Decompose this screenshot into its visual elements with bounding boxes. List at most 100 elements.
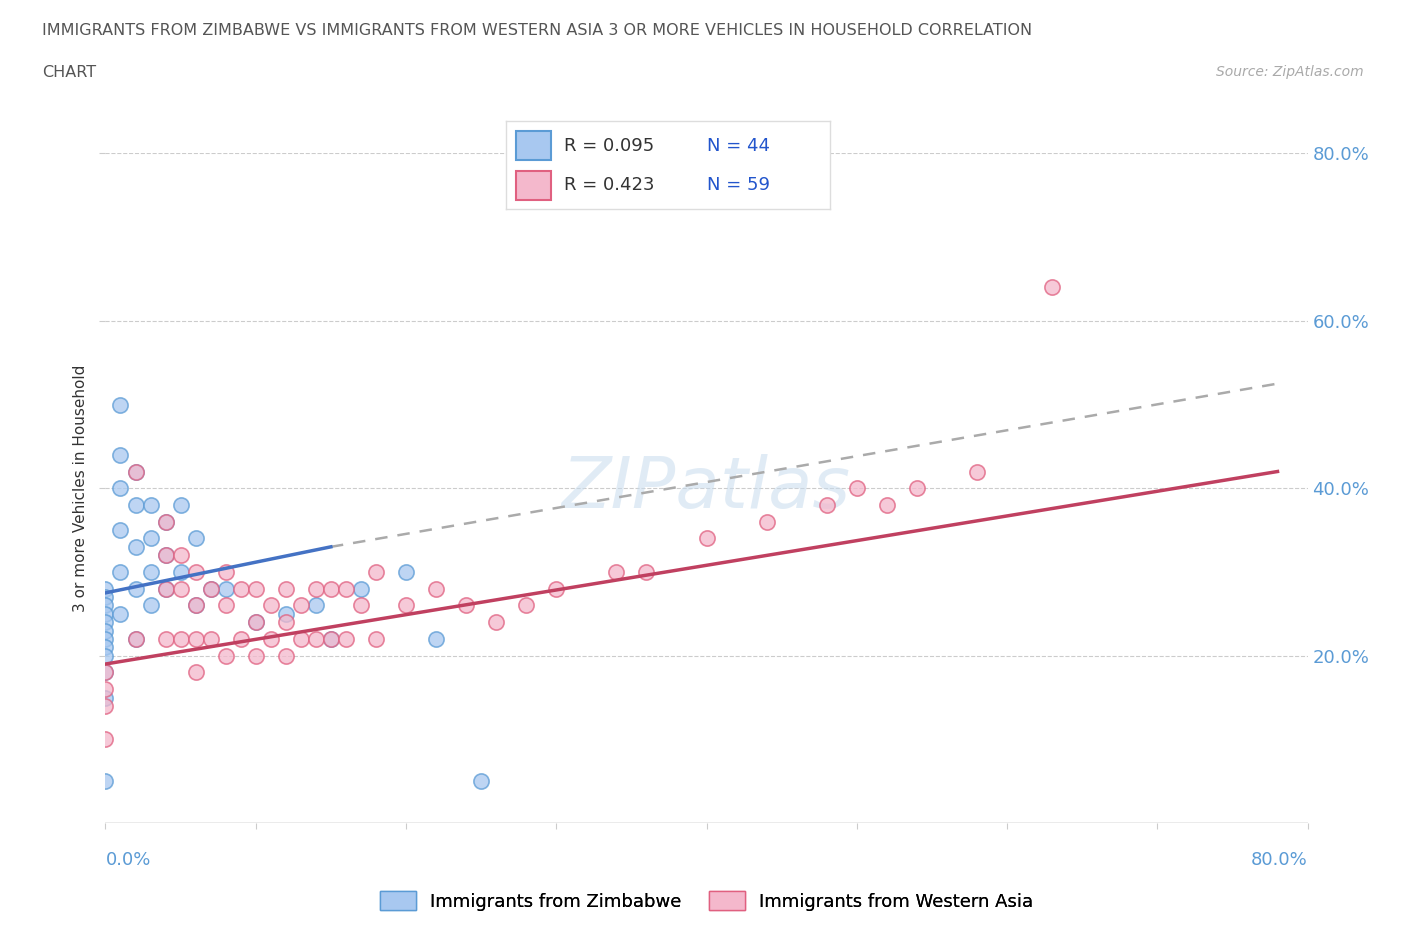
- Point: [229, 631, 252, 646]
- Point: [305, 631, 328, 646]
- Point: [184, 598, 207, 613]
- Point: [214, 565, 236, 579]
- Point: [139, 565, 162, 579]
- Point: [94, 682, 117, 697]
- Point: [350, 598, 373, 613]
- Point: [454, 598, 477, 613]
- Point: [139, 531, 162, 546]
- Point: [966, 464, 988, 479]
- Point: [155, 514, 177, 529]
- Point: [485, 615, 508, 630]
- Point: [94, 606, 117, 621]
- Point: [155, 548, 177, 563]
- Y-axis label: 3 or more Vehicles in Household: 3 or more Vehicles in Household: [73, 365, 89, 612]
- Point: [94, 590, 117, 604]
- Text: IMMIGRANTS FROM ZIMBABWE VS IMMIGRANTS FROM WESTERN ASIA 3 OR MORE VEHICLES IN H: IMMIGRANTS FROM ZIMBABWE VS IMMIGRANTS F…: [42, 23, 1032, 38]
- Point: [94, 665, 117, 680]
- Point: [305, 598, 328, 613]
- Point: [245, 615, 267, 630]
- Text: N = 44: N = 44: [707, 137, 769, 154]
- Point: [184, 598, 207, 613]
- Point: [94, 598, 117, 613]
- Point: [155, 631, 177, 646]
- Point: [124, 498, 146, 512]
- Point: [260, 598, 283, 613]
- Point: [245, 648, 267, 663]
- Point: [905, 481, 928, 496]
- Point: [425, 581, 447, 596]
- Point: [139, 598, 162, 613]
- Point: [319, 581, 342, 596]
- Point: [364, 565, 387, 579]
- Point: [124, 631, 146, 646]
- Point: [214, 581, 236, 596]
- Point: [350, 581, 373, 596]
- Point: [155, 581, 177, 596]
- Point: [184, 565, 207, 579]
- Text: CHART: CHART: [42, 65, 96, 80]
- Point: [169, 565, 191, 579]
- Point: [274, 648, 297, 663]
- Point: [94, 774, 117, 789]
- Point: [290, 598, 312, 613]
- Point: [184, 665, 207, 680]
- Point: [94, 732, 117, 747]
- Point: [395, 598, 418, 613]
- Point: [876, 498, 898, 512]
- Point: [470, 774, 492, 789]
- Point: [110, 447, 132, 462]
- Text: 0.0%: 0.0%: [105, 851, 150, 870]
- Point: [200, 581, 222, 596]
- Text: R = 0.095: R = 0.095: [564, 137, 655, 154]
- Point: [1040, 280, 1063, 295]
- Point: [305, 581, 328, 596]
- Legend: Immigrants from Zimbabwe, Immigrants from Western Asia: Immigrants from Zimbabwe, Immigrants fro…: [373, 884, 1040, 918]
- Point: [364, 631, 387, 646]
- Point: [124, 581, 146, 596]
- Point: [636, 565, 658, 579]
- Point: [124, 631, 146, 646]
- Point: [245, 581, 267, 596]
- Point: [110, 606, 132, 621]
- Point: [274, 606, 297, 621]
- Point: [155, 548, 177, 563]
- Point: [169, 581, 191, 596]
- Point: [274, 581, 297, 596]
- Text: ZIPatlas: ZIPatlas: [562, 454, 851, 523]
- Point: [546, 581, 568, 596]
- Point: [755, 514, 778, 529]
- FancyBboxPatch shape: [516, 130, 551, 160]
- Point: [169, 548, 191, 563]
- Point: [94, 690, 117, 705]
- Point: [155, 581, 177, 596]
- Point: [94, 665, 117, 680]
- Point: [214, 648, 236, 663]
- Point: [94, 581, 117, 596]
- FancyBboxPatch shape: [516, 171, 551, 201]
- Point: [169, 631, 191, 646]
- Point: [214, 598, 236, 613]
- Point: [696, 531, 718, 546]
- Point: [169, 498, 191, 512]
- Point: [184, 631, 207, 646]
- Point: [184, 531, 207, 546]
- Text: Source: ZipAtlas.com: Source: ZipAtlas.com: [1216, 65, 1364, 79]
- Point: [94, 648, 117, 663]
- Point: [94, 698, 117, 713]
- Point: [319, 631, 342, 646]
- Text: N = 59: N = 59: [707, 176, 769, 193]
- Point: [94, 640, 117, 655]
- Point: [229, 581, 252, 596]
- Point: [319, 631, 342, 646]
- Point: [290, 631, 312, 646]
- Point: [515, 598, 537, 613]
- Point: [425, 631, 447, 646]
- Point: [200, 581, 222, 596]
- Point: [245, 615, 267, 630]
- Point: [815, 498, 838, 512]
- Point: [335, 581, 357, 596]
- Point: [110, 397, 132, 412]
- Point: [94, 615, 117, 630]
- Point: [94, 631, 117, 646]
- Point: [845, 481, 868, 496]
